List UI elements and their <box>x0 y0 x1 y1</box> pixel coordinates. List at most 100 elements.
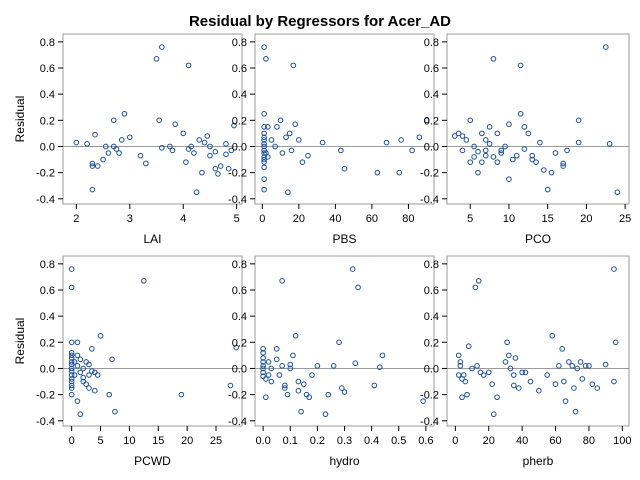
residual-point <box>305 152 311 159</box>
residual-point <box>586 363 592 369</box>
x-tick-label: 20 <box>580 213 592 225</box>
y-tick-label: -0.4 <box>36 194 55 206</box>
plot-frame <box>446 255 630 427</box>
residual-point <box>212 148 219 155</box>
residual-point <box>529 156 535 163</box>
residual-point <box>261 130 267 137</box>
residual-point <box>273 346 280 352</box>
residual-point <box>261 134 267 141</box>
residual-point <box>261 143 267 150</box>
residual-point <box>268 137 275 143</box>
residual-point <box>89 163 96 169</box>
plot-frame <box>254 255 435 427</box>
residual-point <box>286 130 293 137</box>
residual-point <box>263 376 269 382</box>
residual-point <box>156 117 162 124</box>
residual-point <box>455 352 462 359</box>
residual-point <box>462 378 469 385</box>
residual-point <box>579 376 586 382</box>
residual-point <box>261 159 267 165</box>
residual-point <box>261 176 267 182</box>
x-tick-label: 5 <box>234 213 240 225</box>
residual-point <box>562 398 569 404</box>
residual-point <box>502 359 509 365</box>
residual-point <box>467 117 474 124</box>
residual-point <box>606 141 613 147</box>
residual-point <box>371 382 378 389</box>
residual-point <box>549 332 555 339</box>
y-tick-label: 0.6 <box>232 285 247 297</box>
residual-point <box>112 408 118 415</box>
residual-point <box>517 62 524 69</box>
residual-point <box>374 169 381 176</box>
residual-point <box>207 152 213 159</box>
y-tick-label: -0.2 <box>228 168 247 180</box>
residual-point <box>68 376 75 382</box>
residual-point <box>614 189 621 196</box>
y-tick-label: 0.2 <box>424 337 439 349</box>
residual-point <box>260 363 266 369</box>
residual-point <box>97 332 104 339</box>
x-tick-label: 80 <box>402 213 414 225</box>
residual-point <box>71 372 78 378</box>
residual-point <box>475 169 481 176</box>
residual-point <box>279 278 285 284</box>
residual-point <box>105 150 112 156</box>
residual-point <box>423 117 430 124</box>
x-tick-label: 0.5 <box>391 435 406 447</box>
residual-point <box>507 365 514 372</box>
residual-point <box>352 360 359 367</box>
residual-point <box>74 398 81 404</box>
residual-point <box>510 382 517 389</box>
residual-point <box>265 359 272 365</box>
residual-point <box>510 156 516 163</box>
residual-point <box>94 372 101 378</box>
residual-point <box>86 385 92 391</box>
residual-point <box>611 378 617 385</box>
residual-point <box>89 346 95 352</box>
residual-point <box>260 346 266 352</box>
residual-point <box>512 355 519 361</box>
x-tick-label: 20 <box>181 435 193 447</box>
residual-point <box>261 164 267 171</box>
residual-point <box>560 163 566 169</box>
residual-point <box>338 147 344 154</box>
residual-point <box>486 141 493 147</box>
residual-point <box>188 143 195 150</box>
x-tick-label: 0.1 <box>283 435 298 447</box>
residual-point <box>89 160 96 167</box>
residual-point <box>574 365 581 372</box>
residual-point <box>68 349 75 356</box>
x-axis-label: pherb <box>523 454 554 468</box>
residual-point <box>73 139 80 146</box>
panel-pbs: -0.4 -0.2 0.0 0.2 0.4 0.6 0.8 0 20 40 60 80 PBS <box>228 33 435 246</box>
residual-point <box>548 169 555 176</box>
x-tick-label: 15 <box>542 213 554 225</box>
chart-title: Residual by Regressors for Acer_AD <box>189 13 451 30</box>
residual-point <box>285 189 291 196</box>
panel-pcwd: -0.4 -0.2 0.0 0.2 0.4 0.6 0.8 0 5 10 15 20 25 PCWD Res… <box>13 255 243 468</box>
x-tick-label: 0 <box>69 435 75 447</box>
residual-point <box>490 411 497 418</box>
residual-point <box>68 352 75 359</box>
residual-point <box>522 369 529 376</box>
x-axis-label: hydro <box>329 454 359 468</box>
y-tick-label: 0.2 <box>40 337 55 349</box>
residual-point <box>519 369 525 376</box>
y-tick-label: 0.8 <box>424 259 439 271</box>
residual-point <box>191 150 197 156</box>
residual-point <box>261 156 267 163</box>
residual-point <box>471 143 477 150</box>
residual-point <box>137 152 144 159</box>
residual-point <box>159 144 165 151</box>
x-axis-label: LAI <box>143 232 161 246</box>
y-tick-label: -0.2 <box>228 390 247 402</box>
residual-point <box>521 146 528 152</box>
y-tick-label: -0.4 <box>420 194 439 206</box>
x-tick-label: 0.0 <box>255 435 270 447</box>
residual-point <box>355 284 361 291</box>
y-tick-label: 0.8 <box>40 37 55 49</box>
residual-point <box>68 372 75 378</box>
residual-point <box>212 165 219 172</box>
